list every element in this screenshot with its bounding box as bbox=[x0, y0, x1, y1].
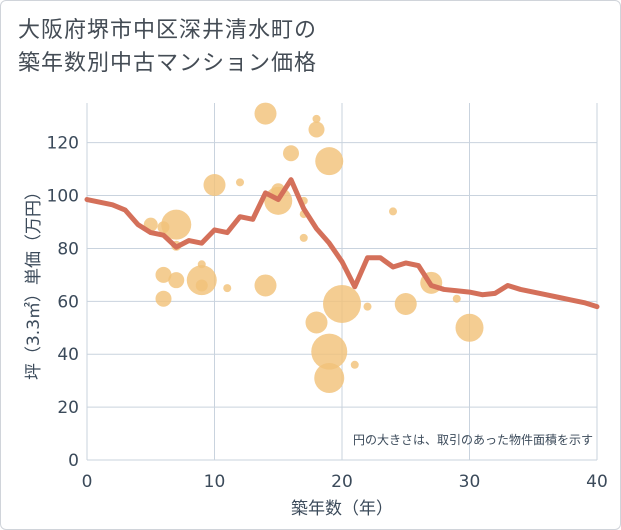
y-tick-label: 60 bbox=[57, 292, 79, 312]
chart-title-line2: 築年数別中古マンション価格 bbox=[18, 51, 318, 76]
bubble-point bbox=[197, 260, 206, 269]
bubble-point bbox=[394, 292, 417, 315]
average-price-line bbox=[84, 177, 600, 310]
y-axis-label: 坪（3.3㎡）単価（万円） bbox=[24, 183, 44, 380]
bubble-point bbox=[308, 121, 325, 138]
y-tick-label: 80 bbox=[57, 239, 79, 259]
bubble-point bbox=[350, 360, 359, 369]
bubble-point bbox=[254, 274, 277, 297]
bubble-point bbox=[311, 333, 348, 370]
bubble-point bbox=[363, 302, 372, 311]
x-axis-label: 築年数（年） bbox=[291, 499, 393, 519]
y-tick-label: 40 bbox=[57, 345, 79, 365]
bubble-point bbox=[168, 272, 185, 289]
chart-title-line1: 大阪府堺市中区深井清水町の bbox=[18, 18, 318, 43]
bubble-point bbox=[455, 313, 484, 342]
bubble-point bbox=[236, 178, 244, 187]
bubble-point bbox=[283, 145, 299, 162]
bubble-point bbox=[452, 294, 461, 303]
bubble-layer bbox=[143, 102, 484, 394]
bubble-point bbox=[254, 102, 277, 125]
chart-title: 大阪府堺市中区深井清水町の 築年数別中古マンション価格 bbox=[18, 14, 317, 80]
bubble-point bbox=[161, 209, 192, 240]
bubble-size-note: 円の大きさは、取引のあった物件面積を示す bbox=[353, 432, 593, 447]
bubble-point bbox=[389, 207, 397, 216]
x-tick-label: 30 bbox=[459, 472, 481, 492]
bubble-point bbox=[195, 279, 208, 292]
x-tick-label: 10 bbox=[204, 472, 226, 492]
y-tick-label: 120 bbox=[47, 134, 79, 154]
y-tick-label: 20 bbox=[57, 398, 79, 418]
bubble-point bbox=[305, 311, 328, 334]
bubble-point bbox=[299, 233, 308, 242]
bubble-point bbox=[323, 284, 361, 323]
bubble-point bbox=[312, 114, 321, 123]
bubble-point bbox=[155, 290, 172, 307]
x-tick-label: 20 bbox=[331, 472, 353, 492]
y-tick-label: 0 bbox=[68, 451, 79, 471]
bubble-point bbox=[315, 147, 344, 176]
bubble-point bbox=[223, 284, 232, 293]
x-tick-label: 0 bbox=[82, 472, 93, 492]
tick-labels: 0 10 20 30 40 0 20 40 60 80 100 120 bbox=[47, 134, 608, 492]
bubble-point bbox=[203, 173, 226, 196]
x-tick-label: 40 bbox=[586, 472, 608, 492]
bubble-point bbox=[155, 266, 172, 283]
bubble-point bbox=[314, 363, 345, 394]
y-tick-label: 100 bbox=[47, 187, 79, 207]
